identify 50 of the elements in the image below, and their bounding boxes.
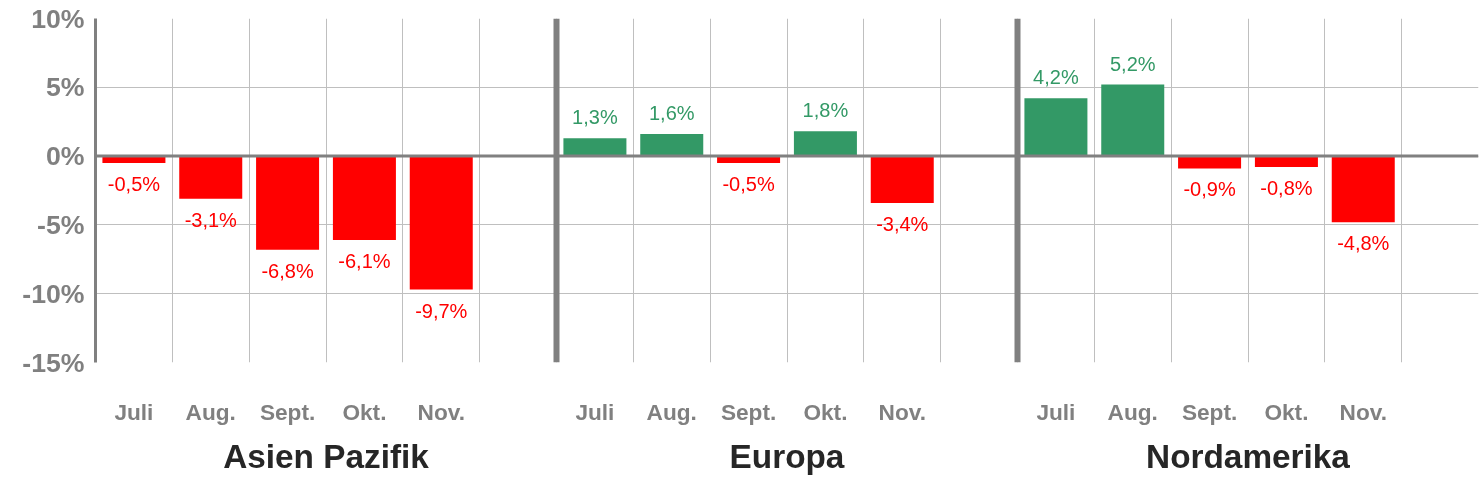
y-tick-label: -15% — [22, 347, 85, 378]
bar — [1024, 98, 1088, 157]
x-tick-label: Nov. — [417, 398, 465, 425]
x-tick-label: Okt. — [342, 398, 387, 425]
data-label: -6,8% — [261, 259, 314, 282]
x-tick-label: Juli — [1036, 398, 1076, 425]
data-label: -6,1% — [338, 250, 391, 273]
x-tick-label: Okt. — [1264, 398, 1309, 425]
data-label: -0,8% — [1260, 177, 1313, 200]
y-tick-label: -5% — [37, 209, 85, 240]
bar — [1101, 84, 1165, 157]
data-label: -9,7% — [415, 299, 468, 322]
data-label: 1,6% — [648, 102, 695, 125]
y-tick-label: 0% — [45, 141, 85, 172]
text: Europa — [729, 437, 845, 475]
bar — [1331, 156, 1395, 223]
bar — [640, 134, 704, 157]
y-tick-label: -10% — [22, 278, 85, 309]
bar — [563, 138, 627, 157]
x-tick-label: Nov. — [1339, 398, 1387, 425]
x-tick-label: Sept. — [1181, 398, 1238, 425]
x-tick-label: Nov. — [878, 398, 926, 425]
x-tick-label: Juli — [575, 398, 615, 425]
y-tick-label: 10% — [31, 3, 85, 34]
text: Nordamerika — [1146, 437, 1351, 475]
bar — [793, 131, 857, 157]
y-tick-label: 5% — [45, 72, 85, 103]
data-label: -0,9% — [1183, 178, 1236, 201]
x-tick-label: Sept. — [259, 398, 316, 425]
data-label: -3,1% — [184, 208, 238, 231]
x-tick-label: Aug. — [646, 398, 697, 425]
bar — [256, 156, 320, 250]
bar — [179, 156, 243, 199]
data-label: -3,4% — [876, 212, 929, 235]
bar — [870, 156, 934, 203]
bar — [332, 156, 396, 241]
bar — [409, 156, 473, 290]
data-label: -4,8% — [1337, 232, 1390, 255]
data-label: -0,5% — [107, 172, 161, 195]
data-label: 1,8% — [802, 99, 849, 122]
x-tick-label: Aug. — [185, 398, 236, 425]
data-label: 1,3% — [572, 106, 618, 129]
x-tick-label: Sept. — [720, 398, 777, 425]
data-label: 5,2% — [1109, 52, 1156, 75]
data-label: 4,2% — [1033, 66, 1079, 89]
x-tick-label: Juli — [114, 398, 154, 425]
data-label: -0,5% — [722, 172, 775, 195]
text: Asien Pazifik — [223, 437, 430, 475]
x-tick-label: Aug. — [1107, 398, 1158, 425]
x-tick-label: Okt. — [803, 398, 848, 425]
